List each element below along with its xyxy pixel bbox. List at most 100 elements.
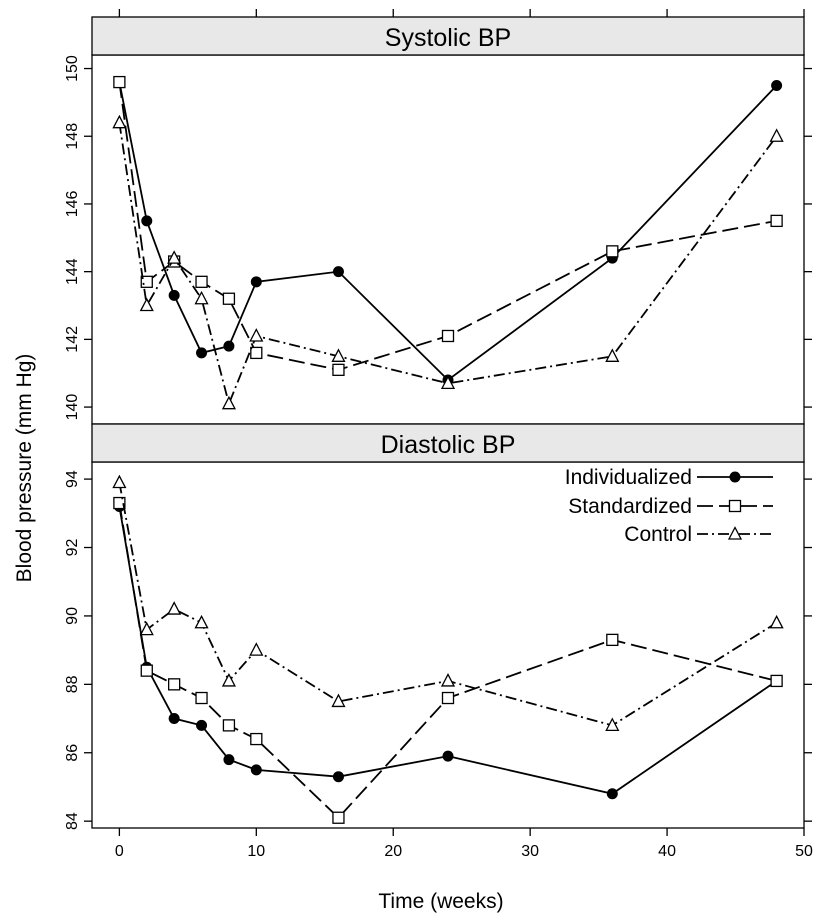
data-point <box>139 621 154 636</box>
data-point <box>332 771 344 783</box>
data-point <box>168 678 181 691</box>
data-point <box>440 673 456 687</box>
legend-marker <box>727 526 743 540</box>
data-point <box>167 601 182 615</box>
data-point <box>221 673 236 687</box>
panels-layer: Systolic BP Diastolic BP <box>91 16 805 829</box>
data-point <box>223 340 235 352</box>
panel-diastolic: Diastolic BP <box>91 423 805 829</box>
data-point <box>332 811 345 824</box>
series-layer <box>112 75 784 824</box>
series-line <box>118 81 777 371</box>
data-point <box>250 346 263 360</box>
y-tick-label: 90 <box>64 607 81 625</box>
data-point <box>770 214 783 228</box>
plot-frame <box>91 461 805 829</box>
data-point <box>195 275 208 288</box>
data-point <box>605 348 620 362</box>
data-point <box>113 75 126 89</box>
data-point <box>441 329 455 343</box>
y-tick-label: 150 <box>64 55 81 82</box>
data-point <box>112 114 127 129</box>
data-point <box>194 290 209 305</box>
data-point <box>222 292 236 305</box>
data-point <box>770 674 783 688</box>
y-tick-label: 92 <box>64 539 81 557</box>
legend-marker <box>729 471 741 483</box>
series-line <box>118 502 777 820</box>
data-point <box>606 633 619 647</box>
panel-strip <box>91 16 805 56</box>
data-point <box>332 363 345 376</box>
data-point <box>195 691 208 705</box>
data-point <box>769 614 784 629</box>
x-tick-label: 40 <box>658 843 676 860</box>
legend-entry-individualized: Individualized <box>565 466 773 489</box>
panel-title: Systolic BP <box>385 24 511 52</box>
data-point <box>250 276 262 288</box>
y-tick-label: 84 <box>64 812 81 830</box>
series-line <box>118 506 778 795</box>
y-tick-label: 148 <box>64 123 81 150</box>
data-point <box>441 691 455 705</box>
series-line <box>118 122 778 407</box>
data-point <box>113 496 126 510</box>
data-point <box>221 395 236 410</box>
data-point <box>141 215 153 227</box>
legend-entry-control: Control <box>624 523 773 546</box>
data-point <box>194 614 209 629</box>
data-point <box>606 788 618 800</box>
data-point <box>250 764 262 776</box>
data-point <box>605 717 620 732</box>
y-tick-label: 94 <box>64 470 81 488</box>
legend: Individualized Standardized Control <box>565 466 773 546</box>
series-individualized <box>113 500 783 800</box>
data-point <box>250 732 263 746</box>
data-point <box>196 347 208 359</box>
x-tick-label: 0 <box>115 843 124 860</box>
panel-title: Diastolic BP <box>381 431 516 459</box>
legend-label: Standardized <box>568 495 692 518</box>
data-point <box>140 664 153 677</box>
series-control <box>112 114 784 410</box>
y-axis-title: Blood pressure (mm Hg) <box>13 354 36 583</box>
data-point <box>332 266 344 278</box>
x-tick-label: 10 <box>247 843 265 860</box>
data-point <box>769 128 784 142</box>
y-tick-label: 140 <box>64 394 81 421</box>
series-control <box>112 474 784 732</box>
data-point <box>440 375 456 390</box>
data-point <box>331 348 346 362</box>
legend-marker <box>728 499 742 513</box>
axes-layer: 140 142 144 146 148 150 84 86 88 90 92 94 0 10 20 30 40 5… <box>64 9 813 860</box>
data-point <box>112 474 127 489</box>
data-point <box>140 275 153 288</box>
panel-strip <box>91 423 805 463</box>
legend-label: Individualized <box>565 466 692 489</box>
x-tick-label: 20 <box>384 843 402 860</box>
data-point <box>249 642 264 656</box>
data-point <box>222 719 236 732</box>
x-tick-label: 30 <box>521 843 539 860</box>
data-point <box>331 693 346 708</box>
legend-label: Control <box>624 523 692 546</box>
panel-systolic: Systolic BP <box>91 16 805 425</box>
x-axis-title: Time (weeks) <box>378 890 503 913</box>
y-tick-label: 88 <box>64 675 81 693</box>
data-point <box>139 297 154 312</box>
y-tick-label: 146 <box>64 191 81 218</box>
series-standardized <box>113 75 783 376</box>
data-point <box>168 713 180 725</box>
series-line <box>118 482 778 727</box>
data-point <box>223 754 235 766</box>
data-point <box>442 750 454 762</box>
legend-entry-standardized: Standardized <box>568 495 773 518</box>
data-point <box>606 245 619 258</box>
data-point <box>196 719 208 731</box>
plot-frame <box>91 54 805 425</box>
data-point <box>771 79 783 91</box>
y-tick-label: 86 <box>64 744 81 762</box>
data-point <box>167 250 182 264</box>
y-tick-label: 144 <box>64 258 81 285</box>
